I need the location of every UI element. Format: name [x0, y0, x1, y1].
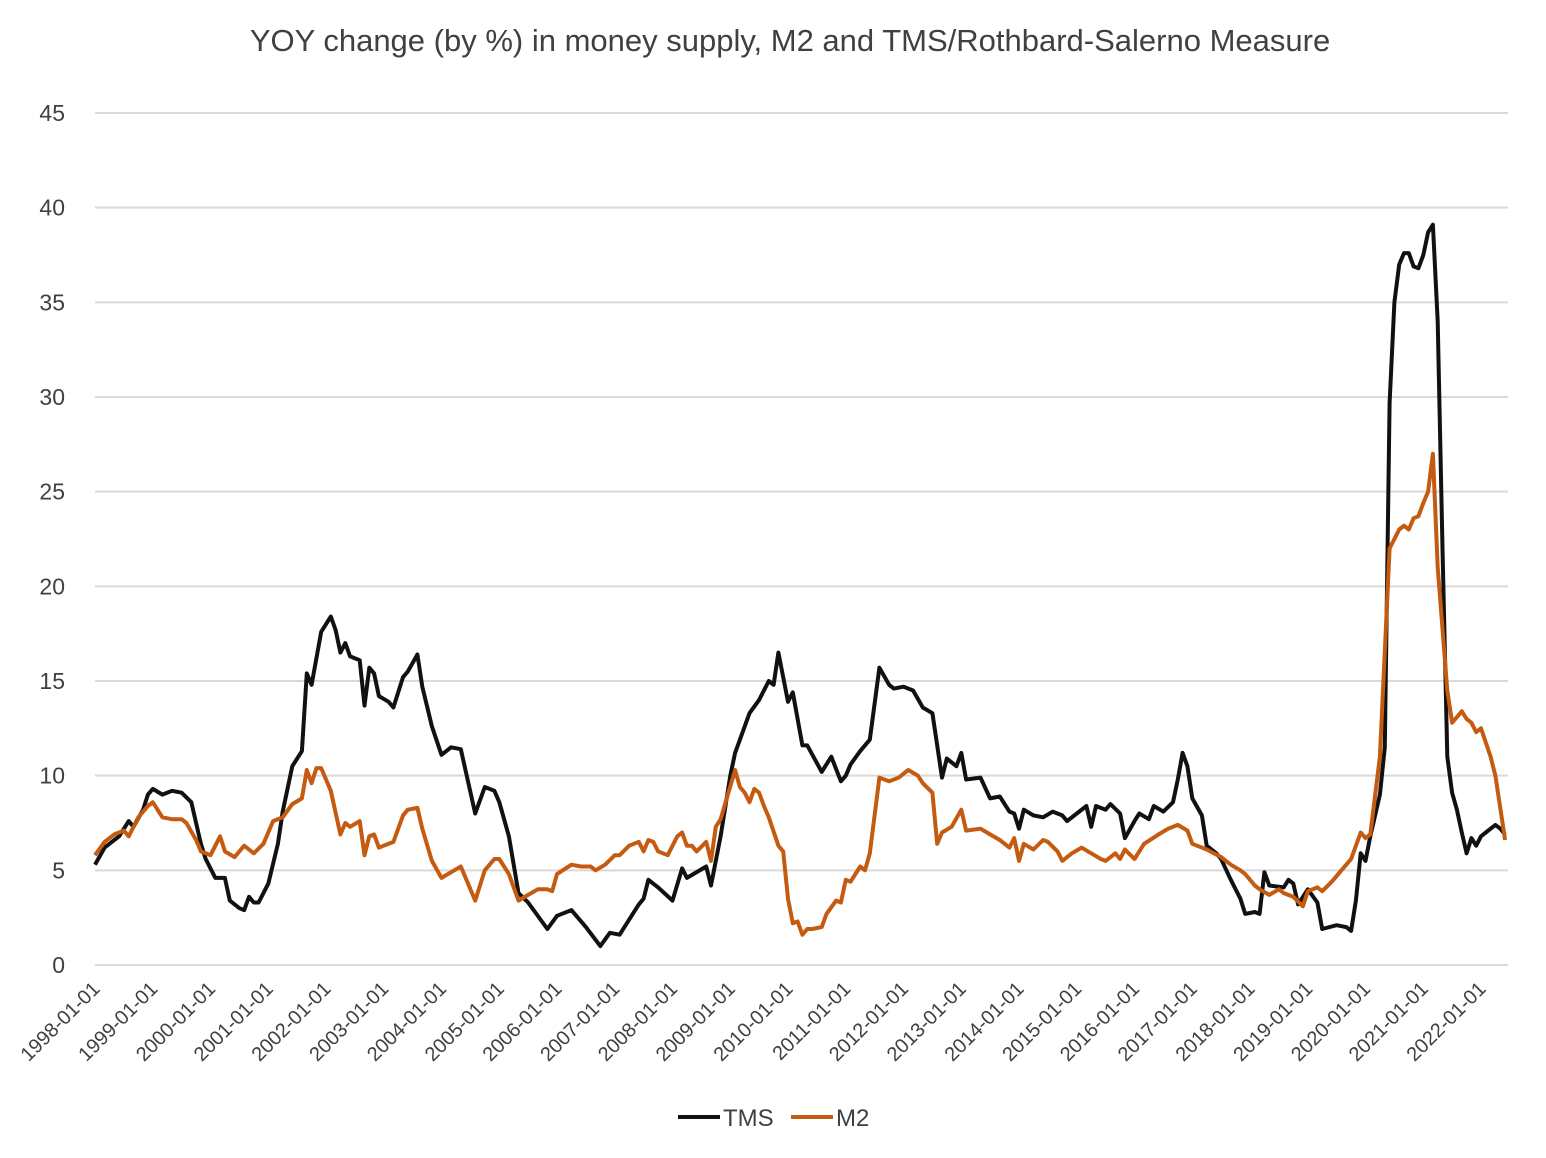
y-tick-label: 25 [39, 479, 65, 505]
legend-label-tms: TMS [723, 1105, 774, 1132]
legend-label-m2: M2 [836, 1105, 869, 1132]
y-tick-label: 10 [39, 763, 65, 789]
y-tick-label: 5 [52, 857, 65, 883]
x-axis-ticks: 1998-01-011999-01-012000-01-012001-01-01… [17, 978, 1491, 1066]
y-tick-label: 0 [52, 952, 65, 978]
y-tick-label: 45 [39, 100, 65, 126]
chart-title: YOY change (by %) in money supply, M2 an… [250, 23, 1330, 58]
series-line-m2 [93, 451, 1508, 937]
y-tick-label: 40 [39, 195, 65, 221]
series-lines [93, 222, 1508, 949]
y-axis-ticks: 0 5 10 15 20 25 30 35 40 45 [39, 100, 65, 978]
y-tick-label: 30 [39, 384, 65, 410]
series-line-tms [93, 222, 1507, 949]
y-tick-label: 15 [39, 668, 65, 694]
gridlines [95, 112, 1508, 966]
y-tick-label: 35 [39, 289, 65, 315]
y-tick-label: 20 [39, 573, 65, 599]
legend: TMS M2 [678, 1105, 869, 1132]
